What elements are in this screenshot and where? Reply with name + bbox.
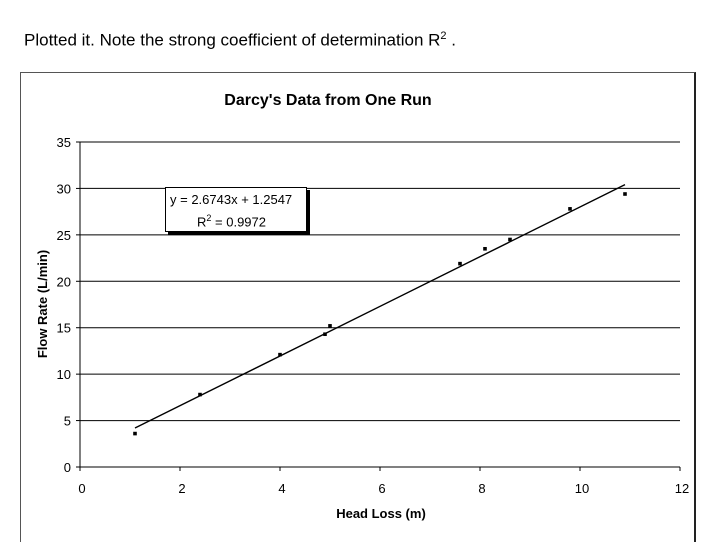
trendline-annotation: y = 2.6743x + 1.2547 R2 = 0.9972 (165, 187, 307, 232)
r2-value: = 0.9972 (211, 214, 266, 230)
data-point (278, 352, 282, 357)
trendline-layer (134, 184, 626, 429)
y-tick-label: 30 (57, 181, 71, 196)
tick-label-layer: 0 5 10 15 20 25 30 35 0 2 4 6 8 10 12 (57, 135, 690, 496)
chart-title: Darcy's Data from One Run (224, 92, 431, 109)
trendline-equation: y = 2.6743x + 1.2547 (170, 192, 293, 207)
data-point (323, 332, 327, 337)
y-axis-title: Flow Rate (L/min) (35, 250, 50, 358)
r-squared-line: R2 = 0.9972 (170, 209, 306, 231)
axis-layer (76, 141, 681, 471)
data-point (623, 192, 627, 196)
r2-prefix: R (197, 214, 207, 230)
data-point (508, 237, 512, 242)
x-tick-label: 2 (178, 481, 185, 496)
x-axis-title: Head Loss (m) (336, 506, 426, 521)
y-tick-label: 5 (64, 414, 71, 429)
y-tick-label: 20 (57, 274, 71, 289)
data-point (458, 261, 462, 266)
x-tick-label: 12 (675, 481, 689, 496)
y-tick-label: 0 (64, 460, 71, 475)
caption-text: Plotted it. Note the strong coefficient … (24, 30, 441, 50)
y-tick-label: 15 (57, 321, 71, 336)
y-tick-label: 35 (57, 135, 71, 150)
data-point (328, 324, 332, 328)
chart-frame (20, 72, 696, 542)
point-layer (133, 192, 627, 436)
data-point (133, 431, 137, 436)
caption-tail: . (446, 30, 456, 50)
y-tick-label: 25 (57, 228, 71, 243)
x-tick-label: 6 (378, 481, 385, 496)
x-tick-label: 4 (278, 481, 285, 496)
caption-superscript: 2 (440, 30, 447, 42)
data-point (483, 246, 487, 251)
r2-superscript: 2 (206, 213, 212, 223)
y-tick-label: 10 (57, 367, 71, 382)
x-tick-label: 8 (478, 481, 485, 496)
grid-layer (80, 141, 680, 422)
data-point (198, 392, 202, 397)
slide-caption: Plotted it. Note the strong coefficient … (24, 30, 456, 51)
data-point (568, 207, 572, 211)
x-tick-label: 0 (78, 481, 85, 496)
trendline (134, 184, 626, 429)
x-tick-label: 10 (575, 481, 589, 496)
